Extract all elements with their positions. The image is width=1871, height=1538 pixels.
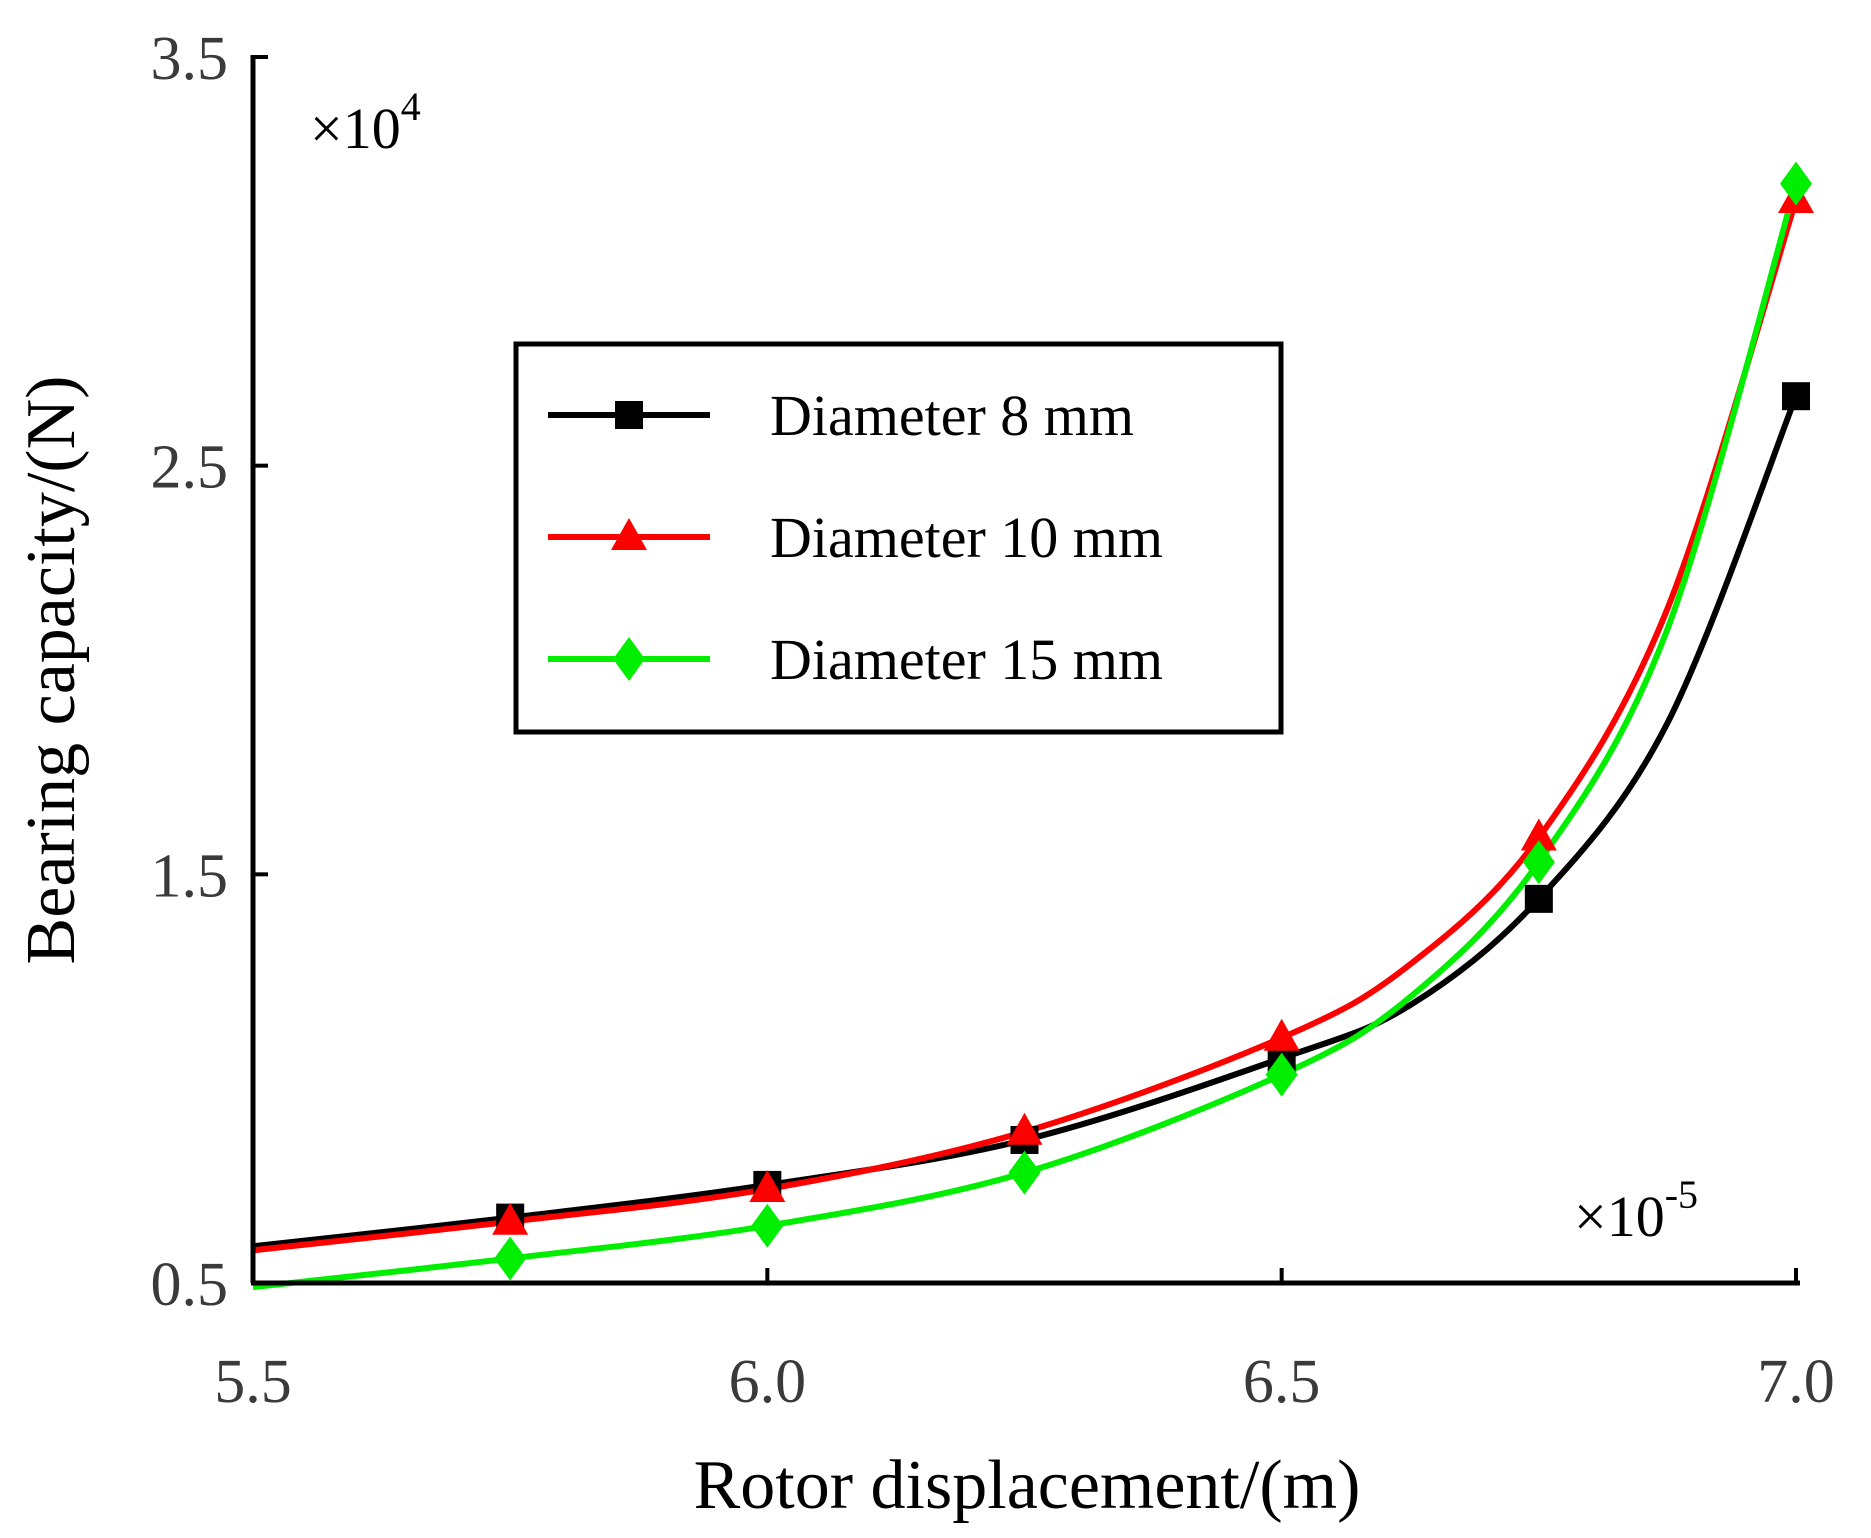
series-line-1	[252, 395, 1799, 1250]
x-tick-label: 6.5	[1243, 1348, 1321, 1416]
y-tick-label: 3.5	[151, 25, 229, 93]
x-axis-label: Rotor displacement/(m)	[694, 1447, 1361, 1524]
x-multiplier: ×10-5	[1574, 1172, 1698, 1249]
plot-area	[252, 161, 1814, 1291]
legend-marker-1	[615, 401, 643, 429]
series-1-point	[1782, 382, 1810, 411]
series-2-point	[1006, 1112, 1043, 1145]
legend-label-3: Diameter 15 mm	[770, 627, 1163, 692]
series-1-point	[1524, 884, 1553, 913]
series-2-point	[749, 1170, 786, 1203]
x-tick-label: 5.5	[214, 1348, 292, 1416]
series-3-point	[1522, 840, 1555, 885]
series-3-point	[751, 1203, 784, 1248]
ticks: 5.5 6.0 6.5 7.0 0.5 1.5 2.5 3.5	[151, 25, 1835, 1416]
series-3-point	[1265, 1052, 1298, 1097]
series-2-point	[1520, 818, 1557, 851]
legend-label-2: Diameter 10 mm	[770, 505, 1163, 570]
x-tick-label: 7.0	[1757, 1348, 1835, 1416]
series-3-point	[494, 1236, 527, 1281]
series-2-point	[1263, 1018, 1300, 1051]
legend-marker-3	[613, 637, 645, 681]
series-3-point	[1780, 161, 1812, 206]
legend: Diameter 8 mm Diameter 10 mm Diameter 15 m…	[513, 341, 1284, 735]
x-tick-label: 6.0	[729, 1348, 807, 1416]
y-tick-label: 1.5	[151, 842, 229, 910]
y-tick-label: 0.5	[151, 1251, 229, 1319]
legend-marker-2	[611, 518, 647, 550]
y-multiplier: ×104	[310, 84, 421, 161]
legend-label-1: Diameter 8 mm	[770, 383, 1134, 448]
series-3-point	[1008, 1150, 1041, 1195]
series-2-point	[492, 1202, 529, 1235]
y-tick-label: 2.5	[151, 434, 229, 502]
y-axis-label: Bearing capacity/(N)	[13, 376, 90, 965]
